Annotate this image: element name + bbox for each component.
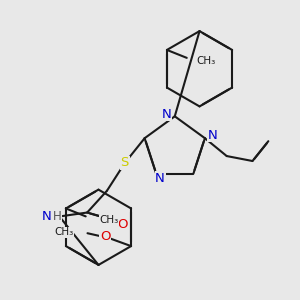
Text: O: O [118, 218, 128, 231]
Text: N: N [208, 129, 218, 142]
Text: O: O [100, 230, 111, 243]
Text: CH₃: CH₃ [54, 227, 74, 237]
Text: S: S [121, 157, 129, 169]
Text: CH₃: CH₃ [197, 56, 216, 66]
Text: N: N [155, 172, 165, 185]
Text: N: N [162, 108, 172, 121]
Text: CH₃: CH₃ [100, 215, 119, 225]
Text: N: N [42, 210, 51, 223]
Text: H: H [53, 210, 62, 223]
